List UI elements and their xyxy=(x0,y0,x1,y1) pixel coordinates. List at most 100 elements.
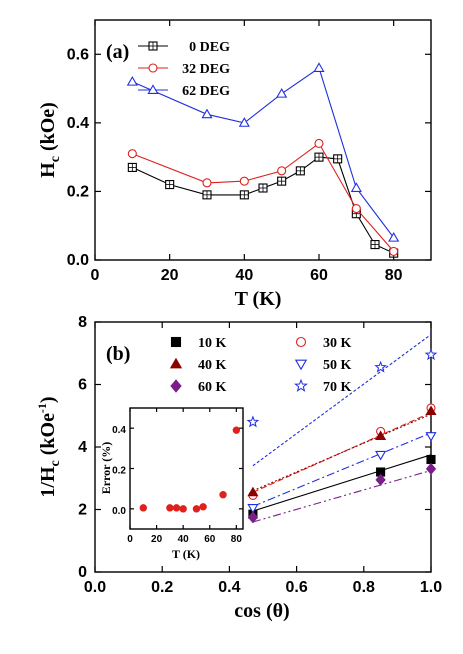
panel-a-x-axis-title: T (K) xyxy=(235,288,282,310)
inset-data-point xyxy=(232,426,241,434)
panel-a-data-point xyxy=(127,149,137,159)
panel-b-x-tick-label: 0.0 xyxy=(84,579,106,596)
panel-b-fit-line xyxy=(252,412,432,493)
panel-a-y-axis-title: Hc (kOe) xyxy=(37,102,63,178)
panel-b-x-tick-label: 0.8 xyxy=(353,579,375,596)
inset-x-tick-label: 80 xyxy=(231,534,243,545)
panel-a: (a) 0 20 40 60 80 0.0 0.2 0.4 0.6 0 DEG 32 DEG 62 … xyxy=(37,19,432,310)
panel-b-fit-line xyxy=(252,454,432,512)
panel-b-x-axis-title: cos (θ) xyxy=(234,600,289,622)
panel-a-data-point xyxy=(314,138,324,148)
inset-x-tick-label: 40 xyxy=(178,534,190,545)
panel-b-y-tick-label: 6 xyxy=(78,377,87,394)
inset-y-tick-label: 0.0 xyxy=(112,506,126,517)
panel-b-data-point xyxy=(247,486,259,497)
panel-b-x-tick-label: 0.4 xyxy=(218,579,240,596)
panel-a-frame xyxy=(94,19,432,261)
panel-b-data-point xyxy=(375,430,387,441)
panel-a-y-tick-label: 0.0 xyxy=(67,252,89,269)
legend-label: 40 K xyxy=(198,358,227,373)
inset-data-point xyxy=(172,504,181,512)
legend-label: 60 K xyxy=(198,380,227,395)
legend-marker xyxy=(170,379,182,393)
legend-label: 50 K xyxy=(323,358,352,373)
inset-x-axis-title: T (K) xyxy=(172,547,200,561)
inset-background xyxy=(113,404,245,542)
legend-marker xyxy=(169,357,183,369)
panel-a-data-point xyxy=(350,182,362,192)
panel-b-data-point xyxy=(374,360,387,373)
inset-y-tick-label: 0.4 xyxy=(112,425,126,436)
panel-a-series-line xyxy=(132,156,394,254)
panel-a-data-point xyxy=(238,117,250,127)
legend-label: 0 DEG xyxy=(189,40,230,55)
inset-x-tick-label: 60 xyxy=(204,534,216,545)
panel-b-y-tick-label: 4 xyxy=(78,439,87,456)
panel-b-fit-lines xyxy=(252,334,432,523)
panel-b-y-axis-title: 1/Hc (kOe-1) xyxy=(35,396,63,497)
panel-b-y-tick-label: 2 xyxy=(78,502,87,519)
legend-marker xyxy=(147,84,159,94)
legend-marker xyxy=(295,336,307,348)
panel-a-data-point xyxy=(388,232,400,242)
panel-b-x-tick-label: 1.0 xyxy=(420,579,442,596)
inset-data-point xyxy=(139,504,147,512)
panel-a-ticks: 0 20 40 60 80 0.0 0.2 0.4 0.6 xyxy=(67,20,431,284)
legend-label: 10 K xyxy=(198,336,227,351)
panel-a-x-tick-label: 60 xyxy=(310,267,328,284)
panel-a-series xyxy=(126,62,400,258)
panel-a-data-point xyxy=(126,76,138,86)
legend-marker xyxy=(148,63,158,73)
panel-a-y-tick-label: 0.4 xyxy=(67,115,89,132)
panel-b-label: (b) xyxy=(106,343,130,365)
panel-b-data-point xyxy=(425,405,437,416)
panel-a-data-point xyxy=(202,178,212,188)
inset-x-tick-label: 0 xyxy=(127,534,133,545)
inset-y-axis-title: Error (%) xyxy=(99,442,113,495)
panel-b-y-tick-label: 0 xyxy=(78,564,87,581)
panel-b-data-point xyxy=(247,503,259,514)
inset-data-point xyxy=(199,503,207,511)
inset-data-point xyxy=(179,505,187,513)
inset-y-tick-label: 0.2 xyxy=(112,466,126,477)
panel-a-data-point xyxy=(277,166,287,176)
panel-b-fit-line xyxy=(252,469,432,523)
legend-label: 30 K xyxy=(323,336,352,351)
panel-b-data-point xyxy=(425,462,437,475)
inset-data-point xyxy=(219,491,227,499)
panel-b-x-tick-label: 0.6 xyxy=(285,579,307,596)
panel-a-data-point xyxy=(351,204,361,214)
panel-b-data-point xyxy=(425,432,437,442)
legend-label: 32 DEG xyxy=(182,62,230,77)
panel-a-y-tick-label: 0.2 xyxy=(67,183,89,200)
panel-a-label: (a) xyxy=(106,41,129,63)
legend-label: 70 K xyxy=(323,380,352,395)
panel-b-legend: 10 K 30 K 40 K 50 K 60 K 70 K xyxy=(169,336,352,395)
panel-b-data-point xyxy=(375,450,387,461)
panel-a-data-point xyxy=(313,62,325,72)
panel-b-series xyxy=(246,348,438,524)
panel-a-series-line xyxy=(132,142,395,252)
inset-data-point xyxy=(192,505,201,513)
panel-a-data-point xyxy=(389,246,399,256)
inset-x-tick-label: 20 xyxy=(151,534,163,545)
panel-a-x-tick-label: 40 xyxy=(235,267,253,284)
panel-a-x-tick-label: 0 xyxy=(91,267,100,284)
inset-ticks: 0 20 40 60 80 0.0 0.2 0.4 xyxy=(112,408,243,545)
inset-series xyxy=(139,426,241,513)
inset-data-point xyxy=(166,504,174,512)
legend-marker xyxy=(294,378,308,392)
panel-a-data-point xyxy=(201,108,213,119)
panel-b-fit-line xyxy=(252,413,432,492)
panel-b-data-point xyxy=(247,511,259,524)
panel-b-y-tick-label: 8 xyxy=(78,314,87,331)
panel-a-data-point xyxy=(239,176,249,186)
panel-b-data-point xyxy=(246,415,260,428)
panel-b-fit-line xyxy=(252,432,432,507)
panel-a-x-tick-label: 80 xyxy=(385,267,403,284)
panel-b-fit-line xyxy=(252,334,432,467)
panel-a-y-tick-label: 0.6 xyxy=(67,46,89,63)
panel-b-data-point xyxy=(426,454,436,465)
panel-b-data-point xyxy=(424,348,438,361)
